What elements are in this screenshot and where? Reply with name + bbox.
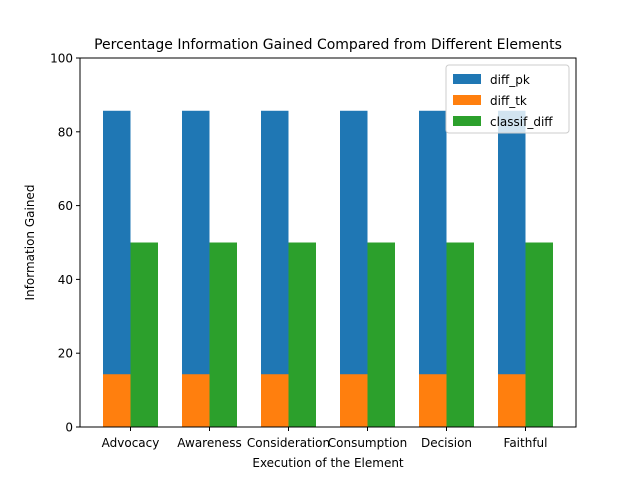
bars-layer [103, 110, 553, 427]
bar-classif_diff-awareness [209, 242, 237, 427]
x-tick-label-faithful: Faithful [504, 436, 548, 450]
y-tick-label: 80 [58, 125, 73, 139]
bar-classif_diff-faithful [525, 242, 553, 427]
legend-label-classif_diff: classif_diff [490, 115, 553, 129]
legend-swatch-diff_pk [453, 74, 481, 84]
y-axis-label: Information Gained [23, 185, 37, 301]
bar-classif_diff-decision [446, 242, 474, 427]
x-axis-label: Execution of the Element [252, 456, 404, 470]
x-tick-label-consideration: Consideration [247, 436, 330, 450]
y-tick-label: 20 [58, 347, 73, 361]
y-tick-label: 60 [58, 199, 73, 213]
chart-title: Percentage Information Gained Compared f… [94, 37, 562, 53]
legend-label-diff_tk: diff_tk [490, 94, 527, 108]
bar-diff_tk-decision [419, 374, 447, 427]
bar-diff_tk-awareness [182, 374, 210, 427]
x-tick-label-awareness: Awareness [177, 436, 241, 450]
legend: diff_pk diff_tk classif_diff [445, 64, 570, 134]
bar-classif_diff-advocacy [130, 242, 158, 427]
legend-swatch-diff_tk [453, 95, 481, 105]
legend-label-diff_pk: diff_pk [490, 73, 530, 87]
plot-area-frame [79, 57, 577, 428]
bar-classif_diff-consideration [288, 242, 316, 427]
bar-diff_tk-consideration [261, 374, 289, 427]
bar-diff_tk-advocacy [103, 374, 131, 427]
y-axis: 0 20 40 60 80 100 [50, 52, 80, 435]
bar-diff_tk-consumption [340, 374, 368, 427]
y-tick-label: 100 [50, 52, 73, 66]
bar-classif_diff-consumption [367, 242, 395, 427]
x-axis: Advocacy Awareness ConsiderationConsumptio… [102, 427, 548, 450]
x-tick-label-consumption: Consumption [328, 436, 407, 450]
bar-diff_tk-faithful [498, 374, 526, 427]
x-tick-label-advocacy: Advocacy [102, 436, 160, 450]
y-tick-label: 0 [65, 421, 73, 435]
x-tick-label-decision: Decision [421, 436, 472, 450]
y-tick-label: 40 [58, 273, 73, 287]
legend-swatch-classif_diff [453, 116, 481, 126]
